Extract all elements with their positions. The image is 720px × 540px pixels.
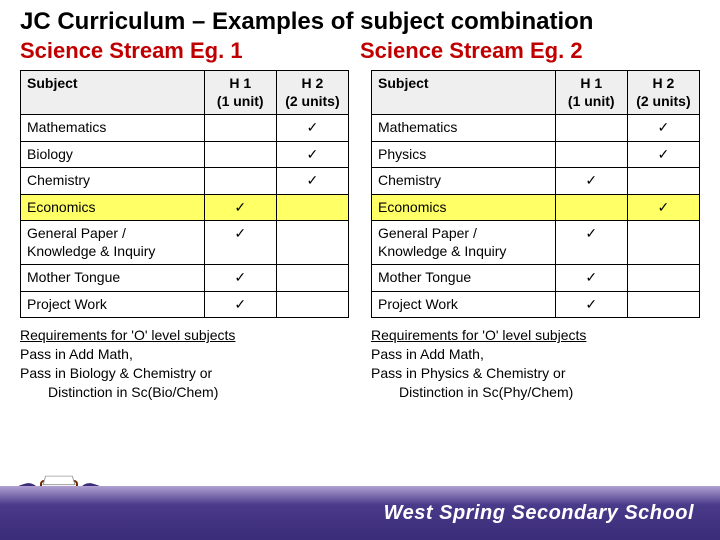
cell-h1 (204, 115, 276, 142)
table-stream-1: SubjectH 1(1 unit)H 2(2 units)Mathematic… (20, 70, 349, 318)
cell-h2 (276, 291, 348, 318)
cell-h1: ✓ (204, 194, 276, 221)
cell-subject: Economics (372, 194, 556, 221)
cell-h1 (555, 141, 627, 168)
table-row: Chemistry✓ (372, 168, 700, 195)
page-title: JC Curriculum – Examples of subject comb… (0, 0, 720, 38)
col-subject: Subject (21, 71, 205, 115)
footer-school-name: West Spring Secondary School (384, 502, 694, 525)
cell-h2 (627, 291, 699, 318)
col-h1: H 1(1 unit) (555, 71, 627, 115)
cell-subject: General Paper / Knowledge & Inquiry (21, 221, 205, 265)
cell-subject: Chemistry (372, 168, 556, 195)
cell-subject: Mother Tongue (372, 265, 556, 292)
cell-h1 (555, 115, 627, 142)
cell-subject: Mother Tongue (21, 265, 205, 292)
cell-subject: Physics (372, 141, 556, 168)
req-line: Pass in Physics & Chemistry or (371, 365, 566, 381)
cell-h2: ✓ (276, 141, 348, 168)
cell-h1: ✓ (555, 168, 627, 195)
cell-subject: General Paper / Knowledge & Inquiry (372, 221, 556, 265)
table-row: Project Work✓ (21, 291, 349, 318)
cell-subject: Economics (21, 194, 205, 221)
table-row: Mathematics ✓ (372, 115, 700, 142)
cell-subject: Project Work (372, 291, 556, 318)
req-line-indent: Distinction in Sc(Phy/Chem) (371, 383, 700, 402)
table-row: General Paper / Knowledge & Inquiry✓ (372, 221, 700, 265)
cell-h2: ✓ (276, 168, 348, 195)
cell-h2: ✓ (276, 115, 348, 142)
cell-h2: ✓ (627, 115, 699, 142)
cell-subject: Biology (21, 141, 205, 168)
requirements-row: Requirements for 'O' level subjects Pass… (0, 318, 720, 402)
req-line: Pass in Add Math, (20, 346, 133, 362)
req-line-indent: Distinction in Sc(Bio/Chem) (20, 383, 349, 402)
cell-h1 (204, 141, 276, 168)
cell-h1: ✓ (204, 221, 276, 265)
cell-subject: Project Work (21, 291, 205, 318)
table-row: Mother Tongue✓ (372, 265, 700, 292)
stream-heading-1: Science Stream Eg. 1 (20, 38, 360, 64)
cell-h2 (276, 221, 348, 265)
requirements-2: Requirements for 'O' level subjects Pass… (371, 326, 700, 402)
table-row: Mother Tongue✓ (21, 265, 349, 292)
req-line: Pass in Add Math, (371, 346, 484, 362)
cell-subject: Mathematics (372, 115, 556, 142)
col-subject: Subject (372, 71, 556, 115)
cell-subject: Chemistry (21, 168, 205, 195)
cell-h1: ✓ (204, 291, 276, 318)
table-row: Biology ✓ (21, 141, 349, 168)
table-row: Chemistry ✓ (21, 168, 349, 195)
stream-heading-2: Science Stream Eg. 2 (360, 38, 700, 64)
cell-h2: ✓ (627, 141, 699, 168)
cell-h2 (627, 168, 699, 195)
cell-h1: ✓ (555, 265, 627, 292)
table-stream-2: SubjectH 1(1 unit)H 2(2 units)Mathematic… (371, 70, 700, 318)
req-title: Requirements for 'O' level subjects (20, 327, 235, 343)
cell-h1: ✓ (204, 265, 276, 292)
cell-h2 (276, 194, 348, 221)
table-row: General Paper / Knowledge & Inquiry✓ (21, 221, 349, 265)
footer-bar: West Spring Secondary School (0, 486, 720, 540)
cell-h2 (627, 221, 699, 265)
tables-row: SubjectH 1(1 unit)H 2(2 units)Mathematic… (0, 70, 720, 318)
cell-h1 (555, 194, 627, 221)
cell-h2 (276, 265, 348, 292)
req-title: Requirements for 'O' level subjects (371, 327, 586, 343)
col-h1: H 1(1 unit) (204, 71, 276, 115)
col-h2: H 2(2 units) (627, 71, 699, 115)
table-row: Economics ✓ (372, 194, 700, 221)
cell-h2 (627, 265, 699, 292)
requirements-1: Requirements for 'O' level subjects Pass… (20, 326, 349, 402)
table-row: Economics✓ (21, 194, 349, 221)
cell-h1: ✓ (555, 221, 627, 265)
cell-h2: ✓ (627, 194, 699, 221)
table-row: Project Work✓ (372, 291, 700, 318)
table-row: Mathematics ✓ (21, 115, 349, 142)
table-row: Physics ✓ (372, 141, 700, 168)
req-line: Pass in Biology & Chemistry or (20, 365, 212, 381)
stream-headings: Science Stream Eg. 1 Science Stream Eg. … (0, 38, 720, 70)
cell-h1 (204, 168, 276, 195)
cell-h1: ✓ (555, 291, 627, 318)
cell-subject: Mathematics (21, 115, 205, 142)
col-h2: H 2(2 units) (276, 71, 348, 115)
